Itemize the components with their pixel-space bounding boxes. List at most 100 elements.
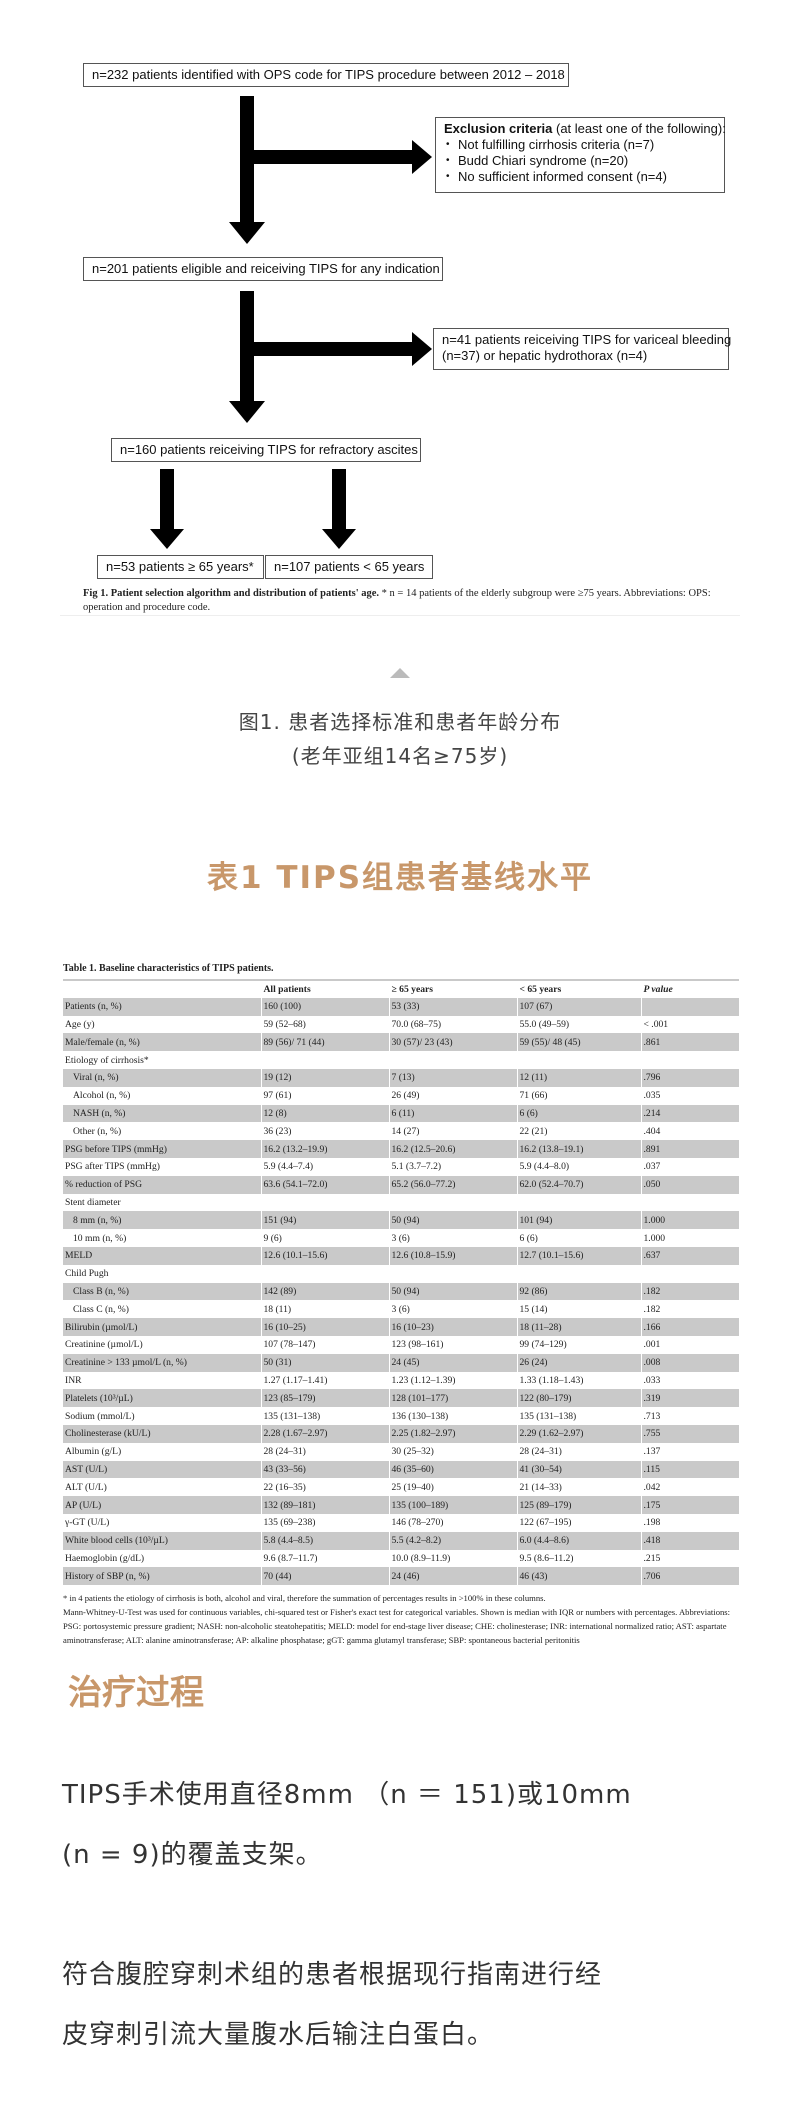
arrow-down-head [322,529,356,549]
table-row: 8 mm (n, %) 151 (94) 50 (94) 101 (94) 1.000 [63,1211,739,1230]
table-note: Mann-Whitney-U-Test was used for continu… [63,1607,731,1646]
table-cell: 59 (52–68) [260,1015,389,1034]
table-row: INR 1.27 (1.17–1.41) 1.23 (1.12–1.39) 1.33 … [63,1371,739,1390]
flow-box-younger: n=107 patients < 65 years [265,555,433,579]
table-cell: 26 (49) [388,1086,517,1105]
divider [60,615,740,616]
exclusion-item: Not fulfilling cirrhosis criteria (n=7) [446,137,716,153]
table-cell: 2.25 (1.82–2.97) [388,1424,517,1443]
row-label: Other (n, %) [73,1125,122,1137]
table-cell: .637 [640,1246,739,1265]
table-cell: 25 (19–40) [388,1478,517,1497]
table-cell: 6 (6) [516,1104,641,1123]
caption-bold: Fig 1. Patient selection algorithm and d… [83,588,380,599]
table-row: Child Pugh [63,1264,739,1283]
table-row: Class B (n, %) 142 (89) 50 (94) 92 (86) .182 [63,1282,739,1301]
table-row: Stent diameter [63,1193,739,1212]
row-label: Patients (n, %) [63,997,261,1016]
table-row: MELD 12.6 (10.1–15.6) 12.6 (10.8–15.9) 12.7… [63,1246,739,1265]
table-cell: 21 (14–33) [516,1478,641,1497]
table-cell: 1.000 [640,1229,739,1247]
exclusion-title: Exclusion criteria [444,121,553,136]
row-label: Etiology of cirrhosis* [65,1054,149,1066]
table-cell: 70.0 (68–75) [388,1015,517,1034]
row-label: Cholinesterase (kU/L) [63,1424,261,1443]
table-cell: .418 [640,1531,739,1550]
table-cell: < .001 [640,1015,739,1034]
table-cell: 1.33 (1.18–1.43) [516,1371,641,1390]
table-cell: 46 (35–60) [388,1460,517,1479]
table-cell: .198 [640,1513,739,1532]
table-cell: 14 (27) [388,1122,517,1141]
arrow-down-head [229,401,265,423]
row-label: MELD [63,1246,261,1265]
table-cell: .035 [640,1086,739,1105]
table-cell: 12.7 (10.1–15.6) [516,1246,641,1265]
table-cell: 18 (11) [260,1300,389,1319]
table-row: NASH (n, %) 12 (8) 6 (11) 6 (6) .214 [63,1104,739,1123]
exclusion-item: Budd Chiari syndrome (n=20) [446,153,716,169]
table-cell: 18 (11–28) [516,1318,641,1336]
flow-box-other-indication: n=41 patients reiceiving TIPS for varice… [433,328,732,370]
table-row: Sodium (mmol/L) 135 (131–138) 136 (130–138… [63,1407,739,1425]
other-line: n=41 patients reiceiving TIPS for varice… [442,332,732,347]
table-cell: 6.0 (4.4–8.6) [516,1531,641,1550]
table-row: Cholinesterase (kU/L) 2.28 (1.67–2.97) 2.2… [63,1424,739,1443]
table-cell: 22 (16–35) [260,1478,389,1497]
paragraph-paracentesis: 符合腹腔穿刺术组的患者根据现行指南进行经 皮穿刺引流大量腹水后输注白蛋白。 [62,1945,752,2065]
table-cell: .033 [640,1371,739,1390]
table-cell: 12.6 (10.8–15.9) [388,1246,517,1265]
table-cell: .166 [640,1318,739,1336]
flow-box-elderly: n=53 patients ≥ 65 years* [97,555,264,579]
table-cell: 5.5 (4.2–8.2) [388,1531,517,1550]
table-cell: 2.29 (1.62–2.97) [516,1424,641,1443]
row-label: Stent diameter [65,1196,121,1208]
table-title: Table 1. Baseline characteristics of TIP… [63,963,274,974]
table-cell: 50 (94) [388,1282,517,1301]
table-cell: 28 (24–31) [260,1442,389,1461]
table-cell: 6 (6) [516,1229,641,1247]
table-cell [640,997,739,1016]
table-cell: 24 (45) [388,1353,517,1372]
table-row: Platelets (10³/µL) 123 (85–179) 128 (101–1… [63,1389,739,1408]
data-table: All patients ≥ 65 years < 65 years P value P… [63,979,739,1586]
table-cell: 10.0 (8.9–11.9) [388,1549,517,1568]
row-label: AST (U/L) [63,1460,261,1479]
table-cell: .182 [640,1282,739,1301]
row-label: Haemoglobin (g/dL) [65,1552,145,1564]
table-cell [640,1264,739,1283]
table-cell: 12.6 (10.1–15.6) [260,1246,389,1265]
table-cell: .042 [640,1478,739,1497]
table-cell: .175 [640,1496,739,1514]
table-cell: 63.6 (54.1–72.0) [260,1175,389,1194]
flow-box-identified: n=232 patients identified with OPS code … [83,63,569,87]
row-label: Albumin (g/L) [65,1446,122,1458]
table-cell: 53 (33) [388,997,517,1016]
row-label: Child Pugh [65,1268,109,1280]
table-cell [260,1051,389,1069]
table-cell [260,1193,389,1212]
table-cell: .001 [640,1335,739,1354]
table-cell: 22 (21) [516,1122,641,1141]
table-cell [640,1051,739,1069]
table-row: Haemoglobin (g/dL) 9.6 (8.7–11.7) 10.0 (8.… [63,1549,739,1568]
table-cell: 16 (10–25) [260,1318,389,1336]
table-cell: .891 [640,1140,739,1158]
table-cell: 41 (30–54) [516,1460,641,1479]
row-label: White blood cells (10³/µL) [63,1531,261,1550]
table-cell: 107 (67) [516,997,641,1016]
table-cell: 50 (31) [260,1353,389,1372]
table-cell: 92 (86) [516,1282,641,1301]
row-label: Sodium (mmol/L) [65,1410,135,1422]
row-label: % reduction of PSG [63,1175,261,1194]
table-cell: 28 (24–31) [516,1442,641,1461]
table-cell: .008 [640,1353,739,1372]
table-row: PSG before TIPS (mmHg) 16.2 (13.2–19.9) 16… [63,1140,739,1158]
table-cell: 3 (6) [388,1229,517,1247]
table-cell: 135 (69–238) [260,1513,389,1532]
table-cell: 97 (61) [260,1086,389,1105]
table-cell: 9.6 (8.7–11.7) [260,1549,389,1568]
table-cell: 3 (6) [388,1300,517,1319]
table-cell [516,1193,641,1212]
table-cell: .182 [640,1300,739,1319]
